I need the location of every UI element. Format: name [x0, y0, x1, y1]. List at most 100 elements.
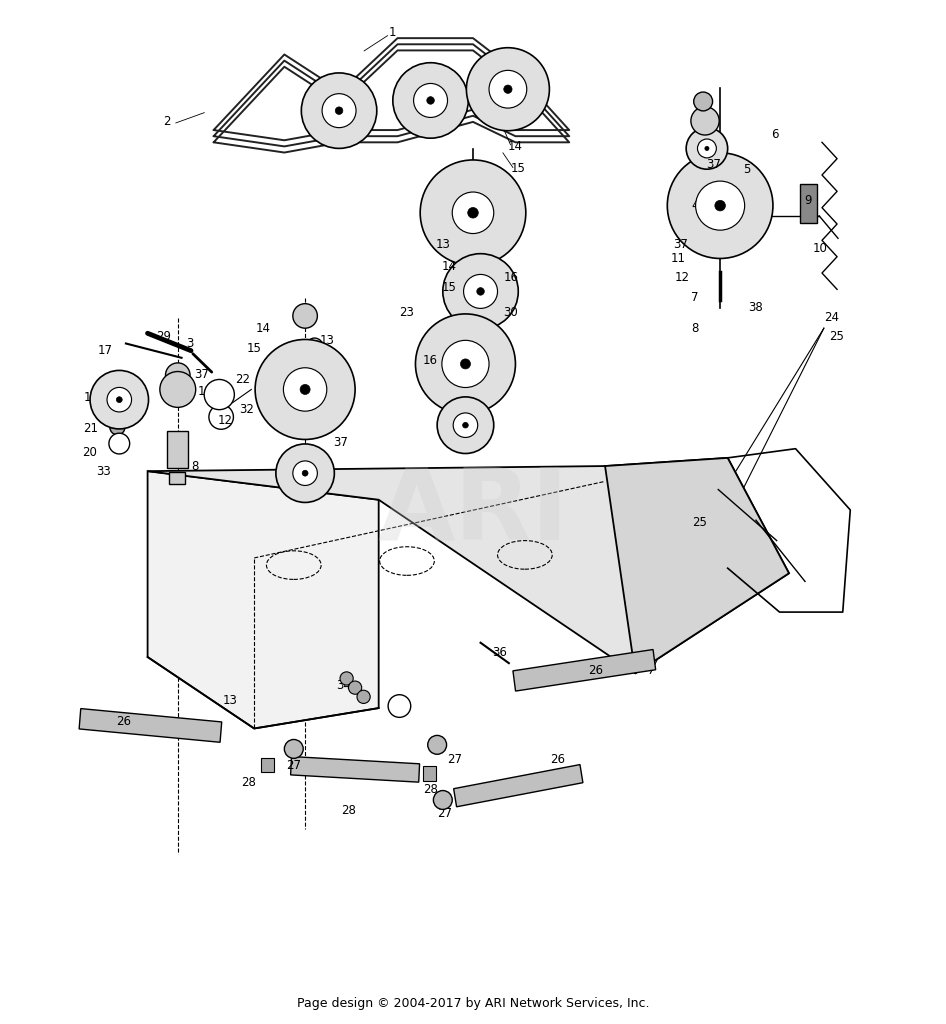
Ellipse shape: [427, 96, 434, 104]
Ellipse shape: [300, 384, 310, 394]
Bar: [167, 431, 188, 468]
Ellipse shape: [443, 254, 518, 329]
Ellipse shape: [442, 340, 489, 387]
Text: 26: 26: [588, 664, 604, 677]
Text: 24: 24: [824, 311, 839, 325]
Ellipse shape: [110, 420, 125, 435]
Text: 15: 15: [442, 281, 457, 294]
Text: 23: 23: [399, 306, 414, 319]
Ellipse shape: [420, 160, 526, 265]
Ellipse shape: [388, 694, 411, 718]
Ellipse shape: [116, 396, 122, 402]
Ellipse shape: [109, 433, 130, 454]
Text: 8: 8: [191, 460, 199, 472]
Ellipse shape: [697, 139, 716, 158]
Ellipse shape: [504, 85, 512, 93]
Ellipse shape: [691, 106, 719, 135]
Text: 4: 4: [691, 199, 698, 212]
Text: 15: 15: [247, 342, 262, 355]
Ellipse shape: [166, 362, 190, 387]
Bar: [261, 758, 274, 772]
Text: 3: 3: [186, 337, 194, 350]
Text: 12: 12: [218, 414, 233, 427]
Text: 26: 26: [551, 753, 566, 766]
Ellipse shape: [393, 62, 468, 138]
Text: 14: 14: [442, 260, 457, 273]
Ellipse shape: [686, 128, 727, 169]
Text: 28: 28: [423, 783, 438, 797]
Text: 27: 27: [287, 759, 301, 772]
Ellipse shape: [705, 146, 709, 151]
Text: 2: 2: [163, 116, 170, 128]
Ellipse shape: [461, 359, 470, 369]
Text: 32: 32: [239, 403, 254, 417]
Text: 37: 37: [334, 436, 348, 450]
Text: 20: 20: [81, 446, 96, 460]
Polygon shape: [454, 765, 583, 807]
Text: 13: 13: [320, 334, 334, 347]
Ellipse shape: [428, 735, 447, 755]
Polygon shape: [513, 649, 656, 691]
Text: 19: 19: [83, 391, 98, 404]
Text: 11: 11: [198, 385, 213, 398]
Text: 34: 34: [337, 679, 351, 692]
Ellipse shape: [433, 791, 452, 809]
Text: 13: 13: [494, 116, 509, 128]
Ellipse shape: [340, 672, 353, 685]
Text: 16: 16: [503, 270, 518, 284]
Bar: [169, 472, 185, 484]
Ellipse shape: [90, 371, 149, 429]
Text: 15: 15: [511, 163, 526, 175]
Polygon shape: [79, 709, 221, 742]
Text: 31: 31: [390, 705, 405, 718]
Ellipse shape: [464, 274, 498, 308]
Ellipse shape: [715, 201, 726, 211]
Ellipse shape: [204, 380, 235, 410]
Text: ARI: ARI: [377, 464, 569, 560]
Text: 25: 25: [692, 516, 707, 528]
Text: 16: 16: [328, 383, 343, 396]
Ellipse shape: [413, 84, 447, 118]
Ellipse shape: [285, 739, 304, 759]
Ellipse shape: [453, 413, 478, 437]
Text: 33: 33: [96, 465, 111, 477]
Polygon shape: [290, 757, 420, 782]
Text: 18: 18: [216, 395, 231, 409]
Text: 13: 13: [222, 694, 237, 708]
Text: 1: 1: [389, 26, 396, 39]
Text: 30: 30: [503, 306, 518, 319]
Text: 22: 22: [236, 373, 251, 386]
Text: 14: 14: [256, 322, 272, 335]
Ellipse shape: [357, 690, 370, 703]
Text: 37: 37: [194, 368, 209, 381]
Ellipse shape: [695, 181, 745, 230]
Text: 5: 5: [743, 164, 750, 176]
Polygon shape: [148, 471, 378, 728]
Text: 29: 29: [156, 330, 171, 343]
Ellipse shape: [437, 397, 494, 454]
Ellipse shape: [415, 314, 516, 414]
Text: 13: 13: [435, 238, 450, 251]
Ellipse shape: [302, 470, 308, 476]
Ellipse shape: [284, 368, 326, 412]
Ellipse shape: [693, 92, 712, 111]
Text: 12: 12: [674, 270, 690, 284]
Ellipse shape: [463, 422, 468, 428]
Ellipse shape: [107, 387, 131, 412]
Ellipse shape: [467, 208, 479, 218]
Text: 28: 28: [241, 776, 256, 790]
Ellipse shape: [160, 372, 196, 408]
Ellipse shape: [307, 338, 323, 355]
Ellipse shape: [293, 461, 317, 485]
Ellipse shape: [466, 48, 550, 131]
Text: 21: 21: [83, 422, 98, 435]
Polygon shape: [605, 458, 789, 674]
Ellipse shape: [477, 288, 484, 295]
Text: 7: 7: [691, 291, 698, 304]
Bar: [800, 184, 817, 223]
Text: 10: 10: [813, 242, 828, 255]
Text: 16: 16: [423, 354, 438, 368]
Text: 38: 38: [748, 301, 763, 314]
Text: 14: 14: [508, 140, 523, 153]
Bar: [423, 766, 436, 780]
